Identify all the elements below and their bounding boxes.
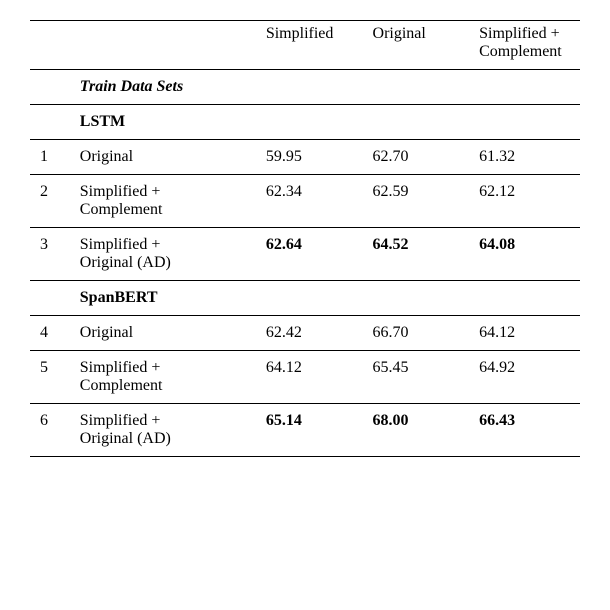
table-header-row: Simplified Original Simplified + Complem… bbox=[30, 21, 580, 70]
table-row: 2 Simplified + Complement 62.34 62.59 62… bbox=[30, 175, 580, 228]
row-val3: 64.12 bbox=[473, 316, 580, 351]
row-num: 1 bbox=[30, 140, 74, 175]
row-val1: 62.64 bbox=[260, 228, 367, 281]
row-val3: 66.43 bbox=[473, 404, 580, 457]
row-val1: 62.42 bbox=[260, 316, 367, 351]
row-val2: 62.59 bbox=[367, 175, 474, 228]
header-empty-num bbox=[30, 21, 74, 70]
header-col3-line1: Simplified + bbox=[479, 25, 560, 42]
row-label-line2: Complement bbox=[80, 377, 163, 394]
section-header-row: Train Data Sets bbox=[30, 70, 580, 105]
group1-title: LSTM bbox=[74, 105, 580, 140]
row-val3: 62.12 bbox=[473, 175, 580, 228]
row-val1: 64.12 bbox=[260, 351, 367, 404]
row-label: Simplified + Complement bbox=[74, 175, 260, 228]
header-col-simplified: Simplified bbox=[260, 21, 367, 70]
row-val1: 62.34 bbox=[260, 175, 367, 228]
table-row: 1 Original 59.95 62.70 61.32 bbox=[30, 140, 580, 175]
table-row: 4 Original 62.42 66.70 64.12 bbox=[30, 316, 580, 351]
row-num: 3 bbox=[30, 228, 74, 281]
row-val2: 65.45 bbox=[367, 351, 474, 404]
table-row: 6 Simplified + Original (AD) 65.14 68.00… bbox=[30, 404, 580, 457]
row-label: Simplified + Complement bbox=[74, 351, 260, 404]
group1-title-row: LSTM bbox=[30, 105, 580, 140]
table-row: 5 Simplified + Complement 64.12 65.45 64… bbox=[30, 351, 580, 404]
row-label: Original bbox=[74, 140, 260, 175]
row-num: 4 bbox=[30, 316, 74, 351]
row-label-line2: Complement bbox=[80, 201, 163, 218]
row-label: Original bbox=[74, 316, 260, 351]
header-col-simplified-complement: Simplified + Complement bbox=[473, 21, 580, 70]
row-label-line2: Original (AD) bbox=[80, 430, 171, 447]
row-val2: 66.70 bbox=[367, 316, 474, 351]
header-col-original: Original bbox=[367, 21, 474, 70]
header-col3-line2: Complement bbox=[479, 43, 562, 60]
row-val3: 64.08 bbox=[473, 228, 580, 281]
results-table: Simplified Original Simplified + Complem… bbox=[30, 20, 580, 457]
row-num: 5 bbox=[30, 351, 74, 404]
group2-title: SpanBERT bbox=[74, 281, 580, 316]
row-label-line2: Original (AD) bbox=[80, 254, 171, 271]
group2-title-row: SpanBERT bbox=[30, 281, 580, 316]
row-label-line1: Simplified + bbox=[80, 359, 161, 376]
row-val2: 64.52 bbox=[367, 228, 474, 281]
row-val1: 59.95 bbox=[260, 140, 367, 175]
table-row: 3 Simplified + Original (AD) 62.64 64.52… bbox=[30, 228, 580, 281]
row-val2: 68.00 bbox=[367, 404, 474, 457]
row-num: 2 bbox=[30, 175, 74, 228]
row-val3: 64.92 bbox=[473, 351, 580, 404]
row-val3: 61.32 bbox=[473, 140, 580, 175]
row-num: 6 bbox=[30, 404, 74, 457]
row-label-line1: Simplified + bbox=[80, 412, 161, 429]
row-label: Simplified + Original (AD) bbox=[74, 404, 260, 457]
row-val2: 62.70 bbox=[367, 140, 474, 175]
section-header-text: Train Data Sets bbox=[74, 70, 580, 105]
row-label-line1: Simplified + bbox=[80, 183, 161, 200]
row-val1: 65.14 bbox=[260, 404, 367, 457]
header-empty-label bbox=[74, 21, 260, 70]
row-label-line1: Simplified + bbox=[80, 236, 161, 253]
row-label: Simplified + Original (AD) bbox=[74, 228, 260, 281]
